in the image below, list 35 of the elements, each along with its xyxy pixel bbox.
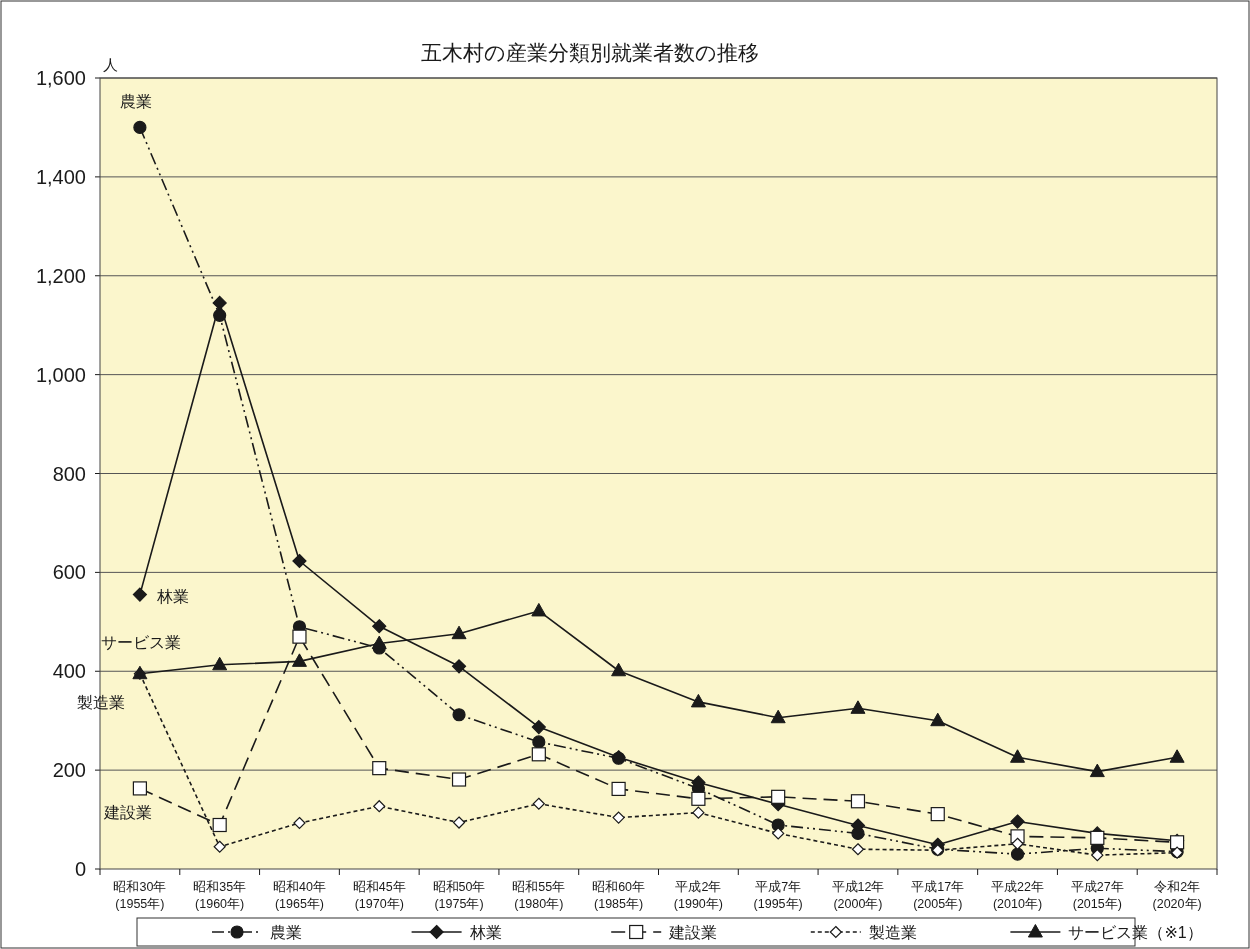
- y-tick-label: 1,200: [35, 264, 86, 287]
- x-tick-label: 平成7年 (1995年): [753, 880, 803, 911]
- y-tick-label: 1,000: [35, 363, 86, 386]
- x-tick-label: 平成12年 (2000年): [831, 880, 885, 911]
- x-tick-label: 昭和60年 (1985年): [592, 880, 646, 911]
- x-tick-label: 平成22年 (2010年): [991, 880, 1044, 911]
- x-tick-label: 昭和40年 (1965年): [273, 880, 326, 911]
- annotation: 農業: [119, 93, 152, 111]
- y-tick-label: 200: [52, 759, 86, 782]
- annotation: 林業: [155, 587, 189, 605]
- y-tick-label: 600: [52, 561, 86, 584]
- y-tick-label: 1,600: [35, 67, 86, 89]
- legend-label: サービス業（※1）: [1068, 924, 1203, 941]
- x-tick-label: 昭和50年 (1975年): [432, 880, 486, 911]
- legend-label: 製造業: [868, 924, 917, 941]
- y-tick-label: 400: [52, 660, 86, 683]
- x-tick-label: 昭和30年 (1955年): [113, 880, 167, 911]
- annotation: 建設業: [102, 804, 152, 822]
- x-tick-label: 昭和35年 (1960年): [193, 880, 247, 911]
- x-tick-label: 平成2年 (1990年): [673, 880, 723, 911]
- x-tick-label: 平成27年 (2015年): [1070, 880, 1124, 911]
- x-tick-label: 令和2年 (2020年): [1152, 880, 1202, 911]
- x-tick-label: 昭和55年 (1980年): [512, 880, 566, 911]
- y-tick-label: 1,400: [35, 165, 86, 188]
- y-tick-label: 0: [74, 858, 86, 880]
- annotation: サービス業: [100, 633, 181, 651]
- x-tick-label: 平成17年 (2005年): [911, 880, 965, 911]
- chart-title: 五木村の産業分類別就業者数の推移: [421, 41, 759, 64]
- legend-label: 林業: [468, 924, 502, 941]
- annotation: 製造業: [76, 693, 125, 711]
- legend-label: 建設業: [668, 924, 718, 941]
- y-axis-title: 人: [103, 56, 118, 73]
- x-tick-label: 昭和45年 (1970年): [352, 880, 406, 911]
- legend-label: 農業: [270, 924, 302, 941]
- y-tick-label: 800: [52, 462, 86, 485]
